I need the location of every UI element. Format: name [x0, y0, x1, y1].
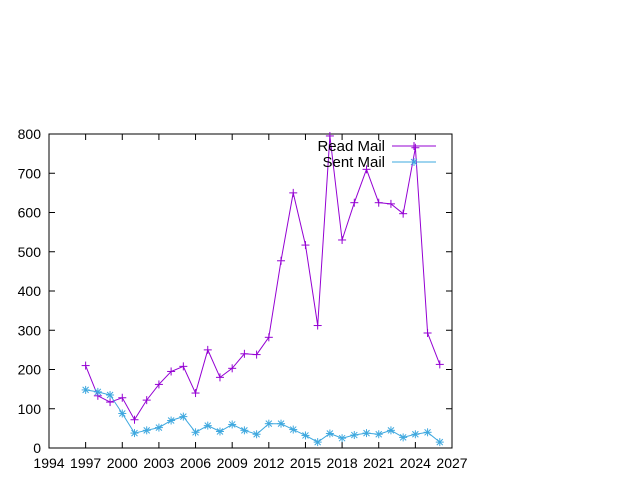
data-point: [423, 328, 432, 337]
x-tick-label: 2003: [143, 455, 174, 471]
x-tick-label: 2006: [180, 455, 211, 471]
x-tick-label: 2000: [107, 455, 138, 471]
data-point: [277, 256, 286, 265]
data-point: [313, 321, 322, 330]
data-point: [435, 360, 444, 369]
x-tick-label: 2009: [217, 455, 248, 471]
data-point: [338, 434, 347, 443]
x-tick-label: 2024: [400, 455, 431, 471]
data-point: [81, 361, 90, 370]
series-line: [85, 389, 441, 443]
data-point: [410, 142, 418, 150]
data-point: [386, 426, 395, 435]
x-tick-label: 2015: [290, 455, 321, 471]
plot-border: [48, 133, 453, 449]
data-point: [93, 387, 102, 396]
series-line: [85, 135, 441, 421]
data-point: [142, 426, 151, 435]
data-point: [399, 209, 408, 218]
data-point: [215, 427, 224, 436]
data-point: [313, 438, 322, 447]
x-tick-label: 2012: [253, 455, 284, 471]
data-point: [228, 420, 237, 429]
data-point: [203, 345, 212, 354]
y-tick-label: 500: [18, 244, 42, 260]
legend-label: Sent Mail: [322, 154, 385, 171]
data-point: [325, 429, 334, 438]
data-point: [118, 409, 127, 418]
x-tick-label: 2021: [363, 455, 394, 471]
data-point: [81, 385, 90, 394]
data-point: [154, 380, 163, 389]
data-point: [301, 431, 310, 440]
data-point: [106, 391, 115, 400]
y-tick-label: 800: [18, 126, 42, 142]
data-point: [264, 333, 273, 342]
data-point: [167, 416, 176, 425]
y-tick-label: 300: [18, 322, 42, 338]
data-point: [411, 143, 420, 152]
data-point: [350, 198, 359, 207]
data-point: [410, 158, 418, 166]
data-point: [289, 188, 298, 197]
y-tick-label: 0: [33, 440, 41, 456]
data-point: [362, 429, 371, 438]
data-point: [203, 421, 212, 430]
data-point: [386, 199, 395, 208]
data-point: [215, 373, 224, 382]
data-point: [411, 430, 420, 439]
data-point: [264, 419, 273, 428]
data-point: [277, 419, 286, 428]
data-point: [240, 426, 249, 435]
x-tick-label: 1994: [33, 455, 64, 471]
y-tick-label: 700: [18, 165, 42, 181]
data-point: [399, 433, 408, 442]
y-tick-label: 200: [18, 362, 42, 378]
data-point: [228, 364, 237, 373]
data-point: [374, 430, 383, 439]
x-tick-label: 1997: [70, 455, 101, 471]
data-point: [130, 429, 139, 438]
axes: 0 100 200 300 400 500 600 700 800 1994 1997 2000 200…: [18, 126, 468, 471]
data-point: [167, 367, 176, 376]
data-point: [289, 425, 298, 434]
data-point: [325, 131, 334, 140]
data-point: [142, 396, 151, 405]
data-point: [240, 349, 249, 358]
data-point: [179, 412, 188, 421]
data-point: [374, 198, 383, 207]
data-point: [154, 423, 163, 432]
data-point: [179, 362, 188, 371]
data-point: [301, 241, 310, 250]
data-point: [435, 438, 444, 447]
legend-label: Read Mail: [317, 138, 385, 155]
series-read-mail: [81, 131, 444, 424]
data-point: [191, 428, 200, 437]
data-point: [362, 165, 371, 174]
x-tick-label: 2027: [436, 455, 467, 471]
data-point: [106, 398, 115, 407]
data-point: [350, 431, 359, 440]
series-sent-mail: [81, 385, 444, 447]
data-point: [338, 235, 347, 244]
series-layer: [81, 131, 444, 447]
data-point: [130, 415, 139, 424]
y-tick-label: 400: [18, 283, 42, 299]
y-tick-label: 100: [18, 401, 42, 417]
data-point: [423, 428, 432, 437]
data-point: [252, 430, 261, 439]
data-point: [252, 350, 261, 359]
data-point: [118, 393, 127, 402]
data-point: [191, 389, 200, 398]
y-tick-label: 600: [18, 205, 42, 221]
x-tick-label: 2018: [327, 455, 358, 471]
